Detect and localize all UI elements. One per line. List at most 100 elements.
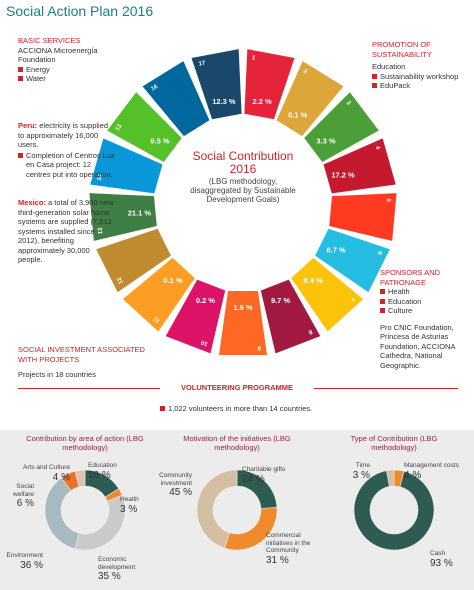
- goal-number: 3: [345, 100, 352, 107]
- sdg-tile: 7: [291, 257, 364, 332]
- goal-number: 14: [97, 173, 105, 182]
- sdg-tile: 9: [219, 291, 267, 355]
- tile-shape: [96, 228, 171, 293]
- bullet: [372, 83, 377, 88]
- sdg-tile: 17: [191, 49, 242, 120]
- tile-shape: [90, 138, 163, 194]
- heading: SOCIAL INVESTMENT ASSOCIATED WITH PROJEC…: [18, 345, 145, 364]
- chart-title: Motivation of the initiatives (LBG metho…: [183, 434, 291, 452]
- bullet: [380, 289, 385, 294]
- sdg-tile: 16: [142, 61, 210, 137]
- page-title: Social Action Plan 2016: [6, 3, 154, 19]
- sdg-tile: 4: [323, 138, 396, 194]
- bullet: [380, 308, 385, 313]
- text: a total of 3,900 new third-generation so…: [18, 198, 114, 264]
- tile-shape: [89, 193, 157, 241]
- list: Energy Water: [18, 65, 118, 84]
- value-label: 31 %: [266, 554, 289, 566]
- mexico: Mexico: a total of 3,900 new third-gener…: [18, 198, 116, 265]
- goal-value: 17.2 %: [331, 171, 355, 180]
- slice-label: Time 3 %: [340, 462, 370, 481]
- text: 1,022 volunteers in more than 14 countri…: [168, 404, 313, 413]
- value-label: 45 %: [169, 487, 192, 498]
- text: Projects in 18 countries: [18, 370, 96, 379]
- goal-number: 2: [302, 69, 309, 76]
- label: Peru:: [18, 121, 38, 130]
- donut-slice: [74, 494, 126, 551]
- sdg-tile: 10: [165, 279, 226, 354]
- goal-value: 6.7 %: [327, 245, 347, 254]
- heading: SPONSORS AND PATRONAGE: [380, 268, 441, 287]
- goal-value: 3.3 %: [316, 136, 336, 145]
- sdg-tile: 5: [329, 193, 397, 241]
- value-label: 4 %: [404, 469, 422, 481]
- volunteering-text: 1,022 volunteers in more than 14 countri…: [160, 404, 360, 414]
- goal-number: 1: [251, 55, 256, 62]
- subheading: Education: [372, 62, 406, 71]
- goal-number: 9: [257, 344, 261, 350]
- value-label: 16 %: [88, 469, 111, 481]
- tile-shape: [291, 257, 364, 332]
- category: Social welfare: [13, 483, 34, 498]
- tile-shape: [260, 279, 321, 354]
- bullet: [372, 73, 377, 79]
- tile-shape: [107, 92, 182, 162]
- category: Education: [88, 462, 117, 469]
- bullet-text: Completion of Centros Luz en Casa projec…: [26, 150, 115, 179]
- sdg-tile: 13: [89, 193, 157, 241]
- goal-number: 15: [115, 123, 124, 132]
- goal-value: 0.1 %: [288, 111, 308, 120]
- goal-value: 8.4 %: [303, 276, 323, 285]
- value-label: 4 %: [52, 471, 70, 483]
- sdg-tile: 1: [244, 49, 295, 120]
- goal-number: 10: [200, 338, 209, 346]
- goal-number: 11: [152, 315, 161, 324]
- tile-shape: [142, 61, 210, 137]
- chart-title: Contribution by area of action (LBG meth…: [26, 434, 144, 452]
- list-item: Water: [18, 74, 118, 84]
- slice-label: Management costs 4 %: [404, 462, 464, 481]
- value-label: 3 %: [352, 469, 370, 481]
- tile-shape: [329, 193, 397, 241]
- slice-label: Arts and Culture 4 %: [20, 464, 70, 483]
- category: Economic development: [98, 556, 136, 571]
- list-item: Sustainability workshop: [372, 72, 468, 82]
- sdg-tile: 8: [260, 279, 321, 354]
- org: ACCIONA Microenergía Foundation: [18, 45, 98, 65]
- sdg-tile: 3: [304, 92, 379, 162]
- list: Health Education Culture: [380, 287, 470, 316]
- heading: BASIC SERVICES: [18, 36, 81, 45]
- goal-value: 2.2 %: [253, 97, 273, 106]
- social-investment: SOCIAL INVESTMENT ASSOCIATED WITH PROJEC…: [18, 345, 148, 380]
- volunteering-heading: VOLUNTEERING PROGRAMME: [160, 383, 314, 393]
- center-text: Social Contribution 2016 (LBG methodolog…: [186, 149, 300, 205]
- slice-label: Economic development 35 %: [98, 556, 148, 582]
- tile-shape: [276, 61, 344, 137]
- list-item: EduPack: [372, 81, 468, 91]
- value-label: 24 %: [242, 473, 265, 485]
- slice-label: Environment 36 %: [5, 552, 44, 571]
- sdg-tile: 2: [276, 61, 344, 137]
- donut-slice: [196, 469, 238, 549]
- goal-value: 9.5 %: [150, 136, 170, 145]
- goal-value: 1.9 %: [233, 303, 253, 312]
- donut-slice: [386, 469, 395, 487]
- tile-shape: [304, 92, 379, 162]
- slice-label: Commercial initiatives in the Community 3…: [266, 532, 326, 566]
- value-label: 3 %: [120, 503, 138, 515]
- chart-title: Type of Contribution (LBG methodology): [350, 434, 438, 452]
- goal-number: 8: [307, 328, 313, 335]
- category: Environment: [6, 552, 44, 559]
- bullet: [18, 66, 23, 72]
- bullet-row: Completion of Centros Luz en Casa projec…: [18, 151, 116, 180]
- heading: PROMOTION OF SUSTAINABILITY: [372, 40, 432, 59]
- goal-value: 0.2 %: [196, 296, 216, 305]
- bottom-panel: [0, 430, 474, 590]
- item-text: Health: [388, 287, 410, 296]
- tile-shape: [122, 257, 195, 332]
- donut-slice: [74, 469, 86, 488]
- slice-label: Charitable gifts 24 %: [242, 466, 302, 485]
- goal-number: 7: [348, 295, 355, 302]
- center-title: Social Contribution 2016: [192, 149, 294, 176]
